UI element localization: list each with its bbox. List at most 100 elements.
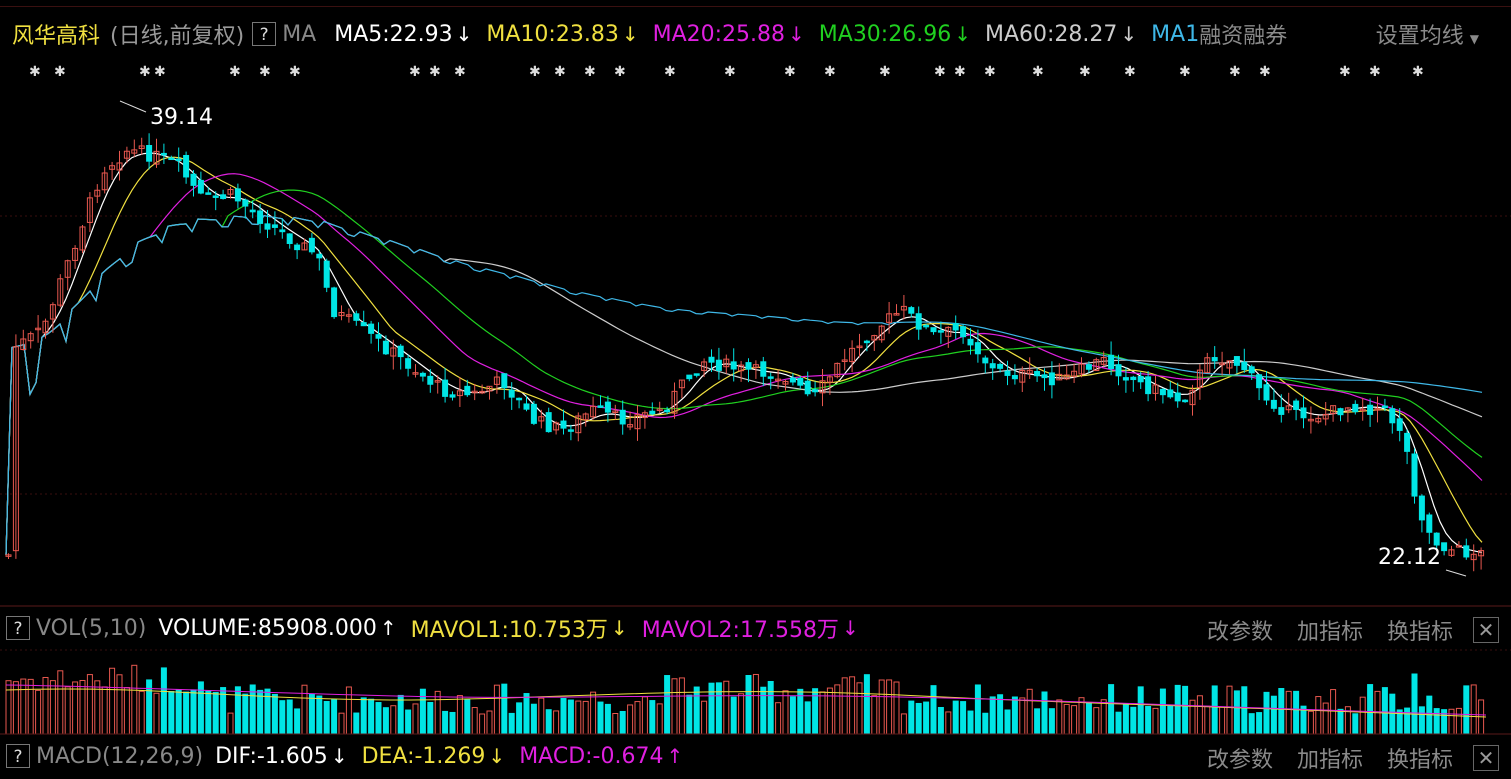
vol-help-button[interactable]: ? bbox=[6, 616, 30, 640]
volume-bar bbox=[619, 710, 626, 735]
candle-body bbox=[368, 323, 375, 334]
volume-bar bbox=[649, 700, 656, 735]
vol-indicator-name: VOL(5,10) bbox=[36, 615, 147, 641]
volume-bar bbox=[434, 690, 441, 735]
candle-body bbox=[1315, 417, 1322, 423]
candle-body bbox=[49, 304, 56, 320]
main-chart[interactable]: ✱ ✱ ✱ ✱ ✱ ✱ ✱ ✱ ✱ ✱ ✱ ✱ ✱ ✱ ✱ ✱ ✱ ✱ ✱ ✱ ✱ ✱ ✱ ✱ ✱ ✱ ✱ ✱ ✱ ✱ ✱ 39.14 22… bbox=[0, 0, 1511, 607]
vol-change-params-button[interactable]: 改参数 bbox=[1206, 620, 1273, 645]
volume-bar bbox=[72, 681, 79, 735]
volume-bar bbox=[893, 681, 900, 735]
rzrq-button[interactable]: 融资融券 bbox=[1199, 24, 1288, 49]
vol-add-indicator-button[interactable]: 加指标 bbox=[1296, 620, 1363, 645]
stock-name: 风华高科 bbox=[12, 24, 101, 49]
candle-body bbox=[1270, 399, 1277, 409]
volume-bar bbox=[1174, 684, 1181, 735]
volume-bar bbox=[1048, 708, 1055, 735]
volume-bar bbox=[530, 703, 537, 735]
macd-switch-indicator-button[interactable]: 换指标 bbox=[1386, 748, 1453, 773]
candle-body bbox=[1300, 407, 1307, 419]
volume-bar bbox=[138, 690, 145, 735]
volume-bar bbox=[1152, 707, 1159, 735]
volume-bar bbox=[1233, 690, 1240, 735]
candle-body bbox=[1041, 374, 1048, 379]
candle-body bbox=[86, 197, 93, 223]
candle-body bbox=[464, 385, 471, 396]
macd-header: ? MACD(12,26,9) DIF:-1.605 ↓ DEA:-1.269 ↓ … bbox=[6, 736, 697, 776]
candle-body bbox=[397, 345, 404, 358]
volume-bar bbox=[863, 674, 870, 735]
candle-body bbox=[1115, 364, 1122, 377]
event-marker-icon: ✱ bbox=[824, 64, 836, 80]
ma120-value: MA1 bbox=[1151, 21, 1200, 47]
vol-close-icon[interactable]: ✕ bbox=[1473, 617, 1499, 643]
candle-body bbox=[1137, 376, 1144, 383]
candle-body bbox=[908, 307, 915, 314]
event-marker-icon: ✱ bbox=[724, 64, 736, 80]
volume-bar bbox=[479, 713, 486, 735]
event-marker-icon: ✱ bbox=[154, 64, 166, 80]
volume-bar bbox=[715, 682, 722, 735]
volume-bar bbox=[745, 675, 752, 735]
candle-body bbox=[974, 342, 981, 355]
candle-body bbox=[1381, 405, 1388, 409]
volume-bar bbox=[523, 693, 530, 735]
candle-body bbox=[390, 347, 397, 357]
ma-line-3 bbox=[5, 189, 1483, 556]
set-ma-button[interactable]: 设置均线 ▼ bbox=[1375, 24, 1479, 49]
help-button[interactable]: ? bbox=[252, 22, 277, 46]
macd-add-indicator-button[interactable]: 加指标 bbox=[1296, 748, 1363, 773]
candle-body bbox=[952, 323, 959, 331]
candle-body bbox=[871, 335, 878, 341]
volume-bar bbox=[1263, 691, 1270, 735]
candle-body bbox=[1374, 408, 1381, 411]
candle-body bbox=[686, 374, 693, 380]
volume-bar bbox=[1182, 685, 1189, 735]
volume-bar bbox=[604, 703, 611, 735]
low-price-label: 22.12 bbox=[1378, 545, 1441, 570]
event-marker-icon: ✱ bbox=[409, 64, 421, 80]
candle-body bbox=[730, 361, 737, 370]
volume-bar bbox=[427, 701, 434, 735]
volume-bar bbox=[1063, 703, 1070, 735]
volume-bar bbox=[723, 680, 730, 735]
candle-body bbox=[146, 145, 153, 162]
vol-switch-indicator-button[interactable]: 换指标 bbox=[1386, 620, 1453, 645]
candle-body bbox=[35, 327, 42, 331]
candle-body bbox=[538, 416, 545, 422]
candle-body bbox=[1359, 408, 1366, 412]
volume-bar bbox=[538, 697, 545, 735]
dropdown-icon: ▼ bbox=[1469, 32, 1479, 46]
candle-body bbox=[57, 278, 64, 306]
candle-body bbox=[5, 554, 12, 557]
candle-body bbox=[708, 356, 715, 363]
candle-body bbox=[826, 376, 833, 383]
candle-body bbox=[1241, 361, 1248, 371]
macd-help-button[interactable]: ? bbox=[6, 744, 30, 768]
volume-bar bbox=[1130, 706, 1137, 735]
candle-body bbox=[738, 364, 745, 372]
macd-close-icon[interactable]: ✕ bbox=[1473, 745, 1499, 771]
ma-line-5 bbox=[5, 215, 1483, 556]
candle-body bbox=[967, 338, 974, 346]
candle-body bbox=[900, 305, 907, 311]
volume-bar bbox=[701, 700, 708, 735]
candle-body bbox=[634, 414, 641, 430]
volume-bar bbox=[1211, 685, 1218, 735]
volume-bar bbox=[1167, 705, 1174, 735]
candle-body bbox=[72, 247, 79, 261]
candle-body bbox=[656, 408, 663, 412]
volume-bar bbox=[1026, 688, 1033, 735]
candle-body bbox=[1189, 389, 1196, 406]
candle-body bbox=[353, 313, 360, 321]
volume-chart[interactable] bbox=[0, 645, 1511, 735]
candle-body bbox=[1389, 408, 1396, 424]
high-price-label: 39.14 bbox=[150, 105, 213, 130]
candle-body bbox=[1145, 376, 1152, 395]
volume-bar bbox=[789, 696, 796, 735]
macd-change-params-button[interactable]: 改参数 bbox=[1206, 748, 1273, 773]
candle-body bbox=[190, 173, 197, 186]
volume-bar bbox=[767, 680, 774, 735]
candle-body bbox=[1463, 545, 1470, 558]
candle-body bbox=[1352, 403, 1359, 413]
